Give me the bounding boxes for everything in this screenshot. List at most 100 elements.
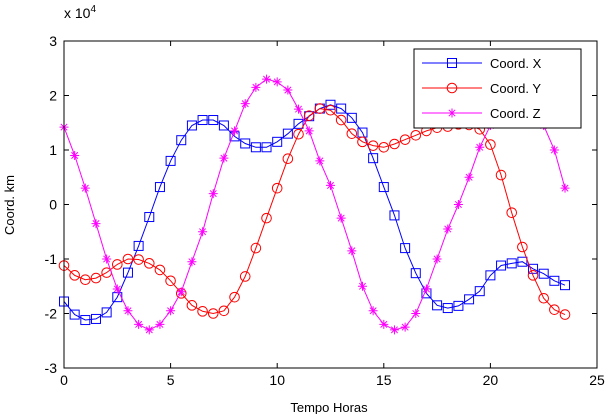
series-1-point-32: [399, 134, 411, 145]
series-2-point-37: [453, 200, 463, 209]
series-0-point-25: [325, 99, 336, 110]
series-2-point-17: [240, 99, 250, 109]
series-2-point-1: [70, 150, 80, 160]
series-1-point-44: [527, 270, 539, 281]
series-0-point-30: [378, 182, 389, 193]
series-2-point-7: [134, 319, 144, 329]
series-2-point-9: [155, 319, 165, 329]
series-2-point-32: [400, 322, 410, 332]
y-tick-label-5: 2: [49, 88, 57, 104]
series-2-point-33: [411, 309, 421, 318]
series-0-point-2: [80, 315, 91, 326]
series-2-point-12: [187, 257, 197, 267]
series-0-point-7: [133, 240, 144, 251]
series-0: [59, 99, 571, 326]
series-2-point-30: [379, 319, 389, 329]
series-0-point-14: [208, 115, 219, 126]
series-2-point-6: [123, 306, 133, 316]
series-0-point-15: [218, 120, 229, 131]
series-2: [59, 74, 570, 335]
series-0-point-45: [538, 268, 549, 279]
series-0-point-42: [506, 258, 517, 269]
x-tick-label-1: 5: [167, 372, 175, 388]
series-1-point-26: [335, 114, 347, 126]
legend-label-2: Coord. Z: [490, 106, 541, 121]
series-1-point-43: [517, 241, 528, 253]
y-tick-label-6: 3: [49, 33, 57, 49]
series-0-point-43: [517, 256, 528, 267]
series-0-point-3: [90, 313, 101, 324]
legend-marker-1: [446, 82, 458, 94]
x-axis-label: Tempo Horas: [290, 400, 368, 414]
series-2-point-47: [560, 183, 570, 193]
series-0-point-32: [400, 243, 411, 254]
series-2-point-19: [262, 74, 272, 84]
series-1-point-2: [80, 274, 91, 286]
x-tick-label-4: 20: [483, 372, 499, 388]
series-1-point-45: [538, 292, 550, 304]
x-tick-label-3: 15: [376, 372, 392, 388]
y-tick-label-1: -2: [45, 306, 58, 322]
series-2-point-20: [272, 77, 282, 87]
series-1-point-27: [346, 128, 358, 139]
series-1-point-31: [389, 138, 400, 150]
series-1-point-13: [197, 306, 208, 317]
series-1-point-14: [207, 308, 219, 319]
y-exponent-label: x 104: [64, 4, 96, 21]
y-tick-label-2: -1: [45, 251, 58, 267]
series-2-point-46: [549, 145, 559, 155]
series-0-point-20: [272, 136, 283, 147]
series-layer: [58, 74, 571, 335]
series-2-point-22: [294, 104, 304, 114]
series-0-point-41: [496, 260, 507, 271]
series-1-point-1: [69, 270, 80, 281]
y-exponent-base: x 10: [64, 5, 91, 21]
series-2-point-4: [102, 254, 112, 264]
legend: Coord. X Coord. Y Coord. Z: [413, 48, 582, 129]
legend-marker-0: [447, 58, 457, 68]
series-2-point-34: [421, 284, 431, 294]
series-2-point-31: [389, 325, 399, 335]
series-0-point-38: [464, 294, 475, 305]
series-0-point-33: [410, 268, 421, 279]
series-0-point-27: [346, 112, 357, 123]
series-1-point-16: [229, 291, 240, 303]
series-1-point-28: [357, 136, 368, 148]
legend-label-1: Coord. Y: [490, 81, 541, 96]
series-1-point-8: [143, 258, 155, 269]
series-0-point-4: [101, 307, 112, 318]
series-2-point-16: [230, 126, 240, 136]
series-0-point-44: [528, 263, 539, 274]
series-1-point-19: [261, 212, 272, 224]
axes-layer: 0 5 10 15 20 25 -3 -2 -1 0 1 2 3: [45, 33, 605, 388]
series-1-point-29: [367, 140, 379, 151]
series-2-point-13: [198, 227, 208, 237]
series-1-point-22: [293, 128, 304, 140]
series-1-point-20: [271, 182, 283, 194]
series-2-point-5: [112, 284, 122, 294]
series-0-point-26: [336, 103, 347, 114]
series-0-point-6: [122, 267, 133, 278]
series-2-point-3: [91, 219, 101, 229]
series-1-point-21: [282, 153, 294, 165]
series-2-point-26: [336, 213, 346, 223]
series-1-point-47: [559, 309, 571, 320]
series-1-point-25: [325, 104, 336, 116]
series-2-point-23: [304, 126, 314, 136]
series-0-point-11: [176, 135, 187, 146]
series-2-point-25: [326, 180, 335, 190]
series-2-point-2: [80, 183, 90, 193]
y-tick-label-4: 1: [49, 142, 57, 158]
series-1-line: [63, 108, 566, 316]
series-1-point-9: [154, 264, 166, 276]
x-tick-label-5: 25: [589, 372, 605, 388]
series-1-point-42: [506, 207, 518, 218]
series-1-point-40: [485, 139, 496, 150]
series-0-point-29: [368, 153, 379, 164]
series-0-point-39: [474, 286, 485, 297]
y-tick-label-3: 0: [49, 197, 57, 213]
series-0-point-13: [197, 115, 208, 126]
legend-marker-2: [447, 108, 457, 118]
series-0-point-35: [432, 300, 443, 311]
series-0-point-18: [250, 142, 261, 153]
